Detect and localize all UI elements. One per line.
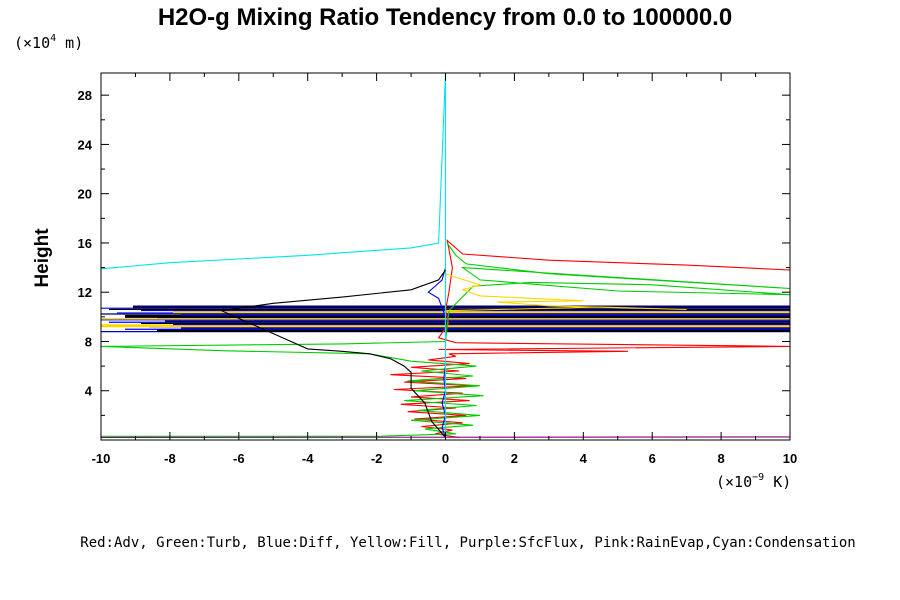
x-tick-label: 8 xyxy=(717,451,724,466)
horizontal-bands xyxy=(101,305,790,333)
x-tick-labels: -10 -8 -6 -4 -2 0 2 4 6 8 10 xyxy=(92,451,798,466)
x-scale-label: (×10−9 K) xyxy=(716,472,791,491)
y-tick-label: 20 xyxy=(78,187,92,202)
series-line-total xyxy=(219,269,446,438)
x-tick-label: -6 xyxy=(233,451,245,466)
y-tick-label: 16 xyxy=(78,236,92,251)
x-tick-label: 0 xyxy=(442,451,449,466)
x-tick-label: 6 xyxy=(649,451,656,466)
x-tick-label: 4 xyxy=(580,451,588,466)
y-tick-labels: 4 8 12 16 20 24 28 xyxy=(78,88,93,399)
chart-title: H2O-g Mixing Ratio Tendency from 0.0 to … xyxy=(158,4,732,31)
axis-ticks xyxy=(100,73,791,440)
x-scale-base: (×10 xyxy=(716,473,752,491)
x-tick-label: -2 xyxy=(371,451,383,466)
series-line-condensation xyxy=(101,73,447,439)
series-line-turb xyxy=(101,242,790,437)
x-tick-label: -8 xyxy=(164,451,176,466)
y-tick-label: 8 xyxy=(85,334,92,349)
series-line-fill xyxy=(445,273,687,312)
y-scale-label: (×104 m) xyxy=(14,33,83,52)
y-tick-label: 28 xyxy=(78,88,92,103)
x-scale-exp: −9 xyxy=(752,472,764,483)
y-scale-base: (×10 xyxy=(14,34,50,52)
y-tick-label: 24 xyxy=(78,137,93,152)
x-tick-label: -4 xyxy=(302,451,314,466)
plot-area xyxy=(100,72,791,441)
series-layer xyxy=(101,73,790,439)
y-tick-label: 12 xyxy=(78,285,92,300)
x-tick-label: -10 xyxy=(92,451,111,466)
y-scale-exp: 4 xyxy=(50,33,56,44)
x-tick-label: 2 xyxy=(511,451,518,466)
y-scale-unit: m) xyxy=(56,34,83,52)
legend-caption: Red:Adv, Green:Turb, Blue:Diff, Yellow:F… xyxy=(80,535,855,551)
y-tick-label: 4 xyxy=(85,384,93,399)
x-scale-unit: K) xyxy=(764,473,791,491)
x-tick-label: 10 xyxy=(783,451,797,466)
y-axis-label: Height xyxy=(32,228,53,288)
